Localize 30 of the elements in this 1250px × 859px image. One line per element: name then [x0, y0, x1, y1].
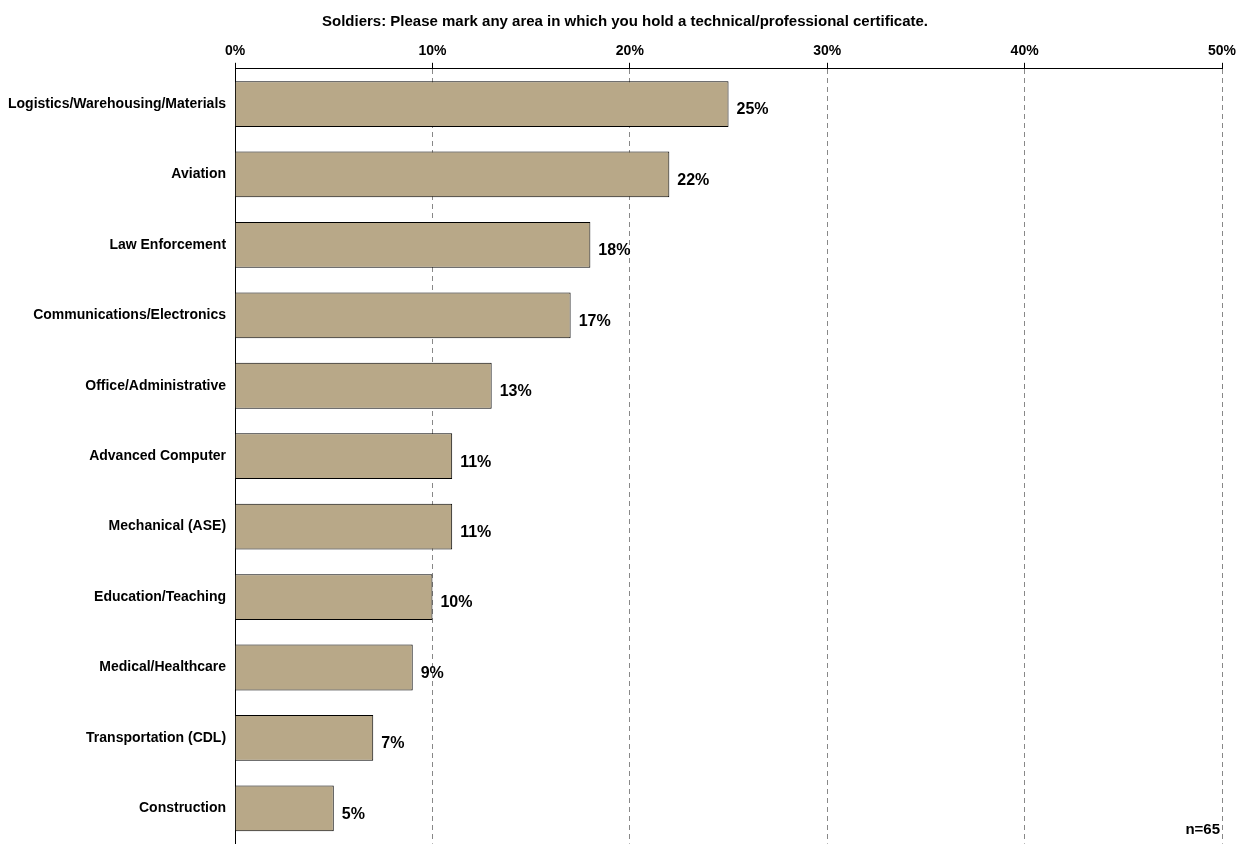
- data-label: 25%: [736, 100, 769, 118]
- y-tick-label: Advanced Computer: [89, 447, 227, 464]
- y-tick-label: Aviation: [171, 165, 227, 182]
- data-label: 22%: [677, 170, 710, 188]
- data-label: 18%: [598, 241, 631, 259]
- chart-title: Soldiers: Please mark any area in which you hold a technical/professional certificate.: [320, 12, 930, 29]
- data-label: 13%: [499, 382, 532, 400]
- y-tick-label: Logistics/Warehousing/Materials: [7, 94, 227, 111]
- data-label: 9%: [420, 663, 444, 681]
- data-label: 10%: [440, 593, 473, 611]
- data-label: 11%: [460, 523, 492, 541]
- x-tick-label: 30%: [813, 42, 842, 59]
- y-tick-label: Mechanical (ASE): [108, 517, 227, 534]
- y-tick-label: Construction: [138, 799, 227, 816]
- y-tick-label: Communications/Electronics: [33, 306, 227, 323]
- x-tick-label: 40%: [1010, 42, 1040, 59]
- data-label: 11%: [460, 452, 492, 470]
- y-tick-label: Law Enforcement: [109, 235, 227, 252]
- data-label: 5%: [341, 804, 365, 822]
- x-tick-label: 0%: [224, 42, 246, 59]
- annotation: n=65: [1185, 820, 1220, 837]
- x-tick-label: 10%: [418, 42, 448, 59]
- y-tick-label: Education/Teaching: [94, 587, 227, 604]
- x-tick-label: 50%: [1207, 42, 1237, 59]
- y-tick-label: Medical/Healthcare: [99, 658, 227, 675]
- y-tick-label: Office/Administrative: [85, 376, 227, 393]
- y-tick-label: Transportation (CDL): [86, 728, 227, 745]
- data-label: 17%: [578, 311, 611, 329]
- data-label: 7%: [381, 734, 405, 752]
- x-tick-label: 20%: [615, 42, 645, 59]
